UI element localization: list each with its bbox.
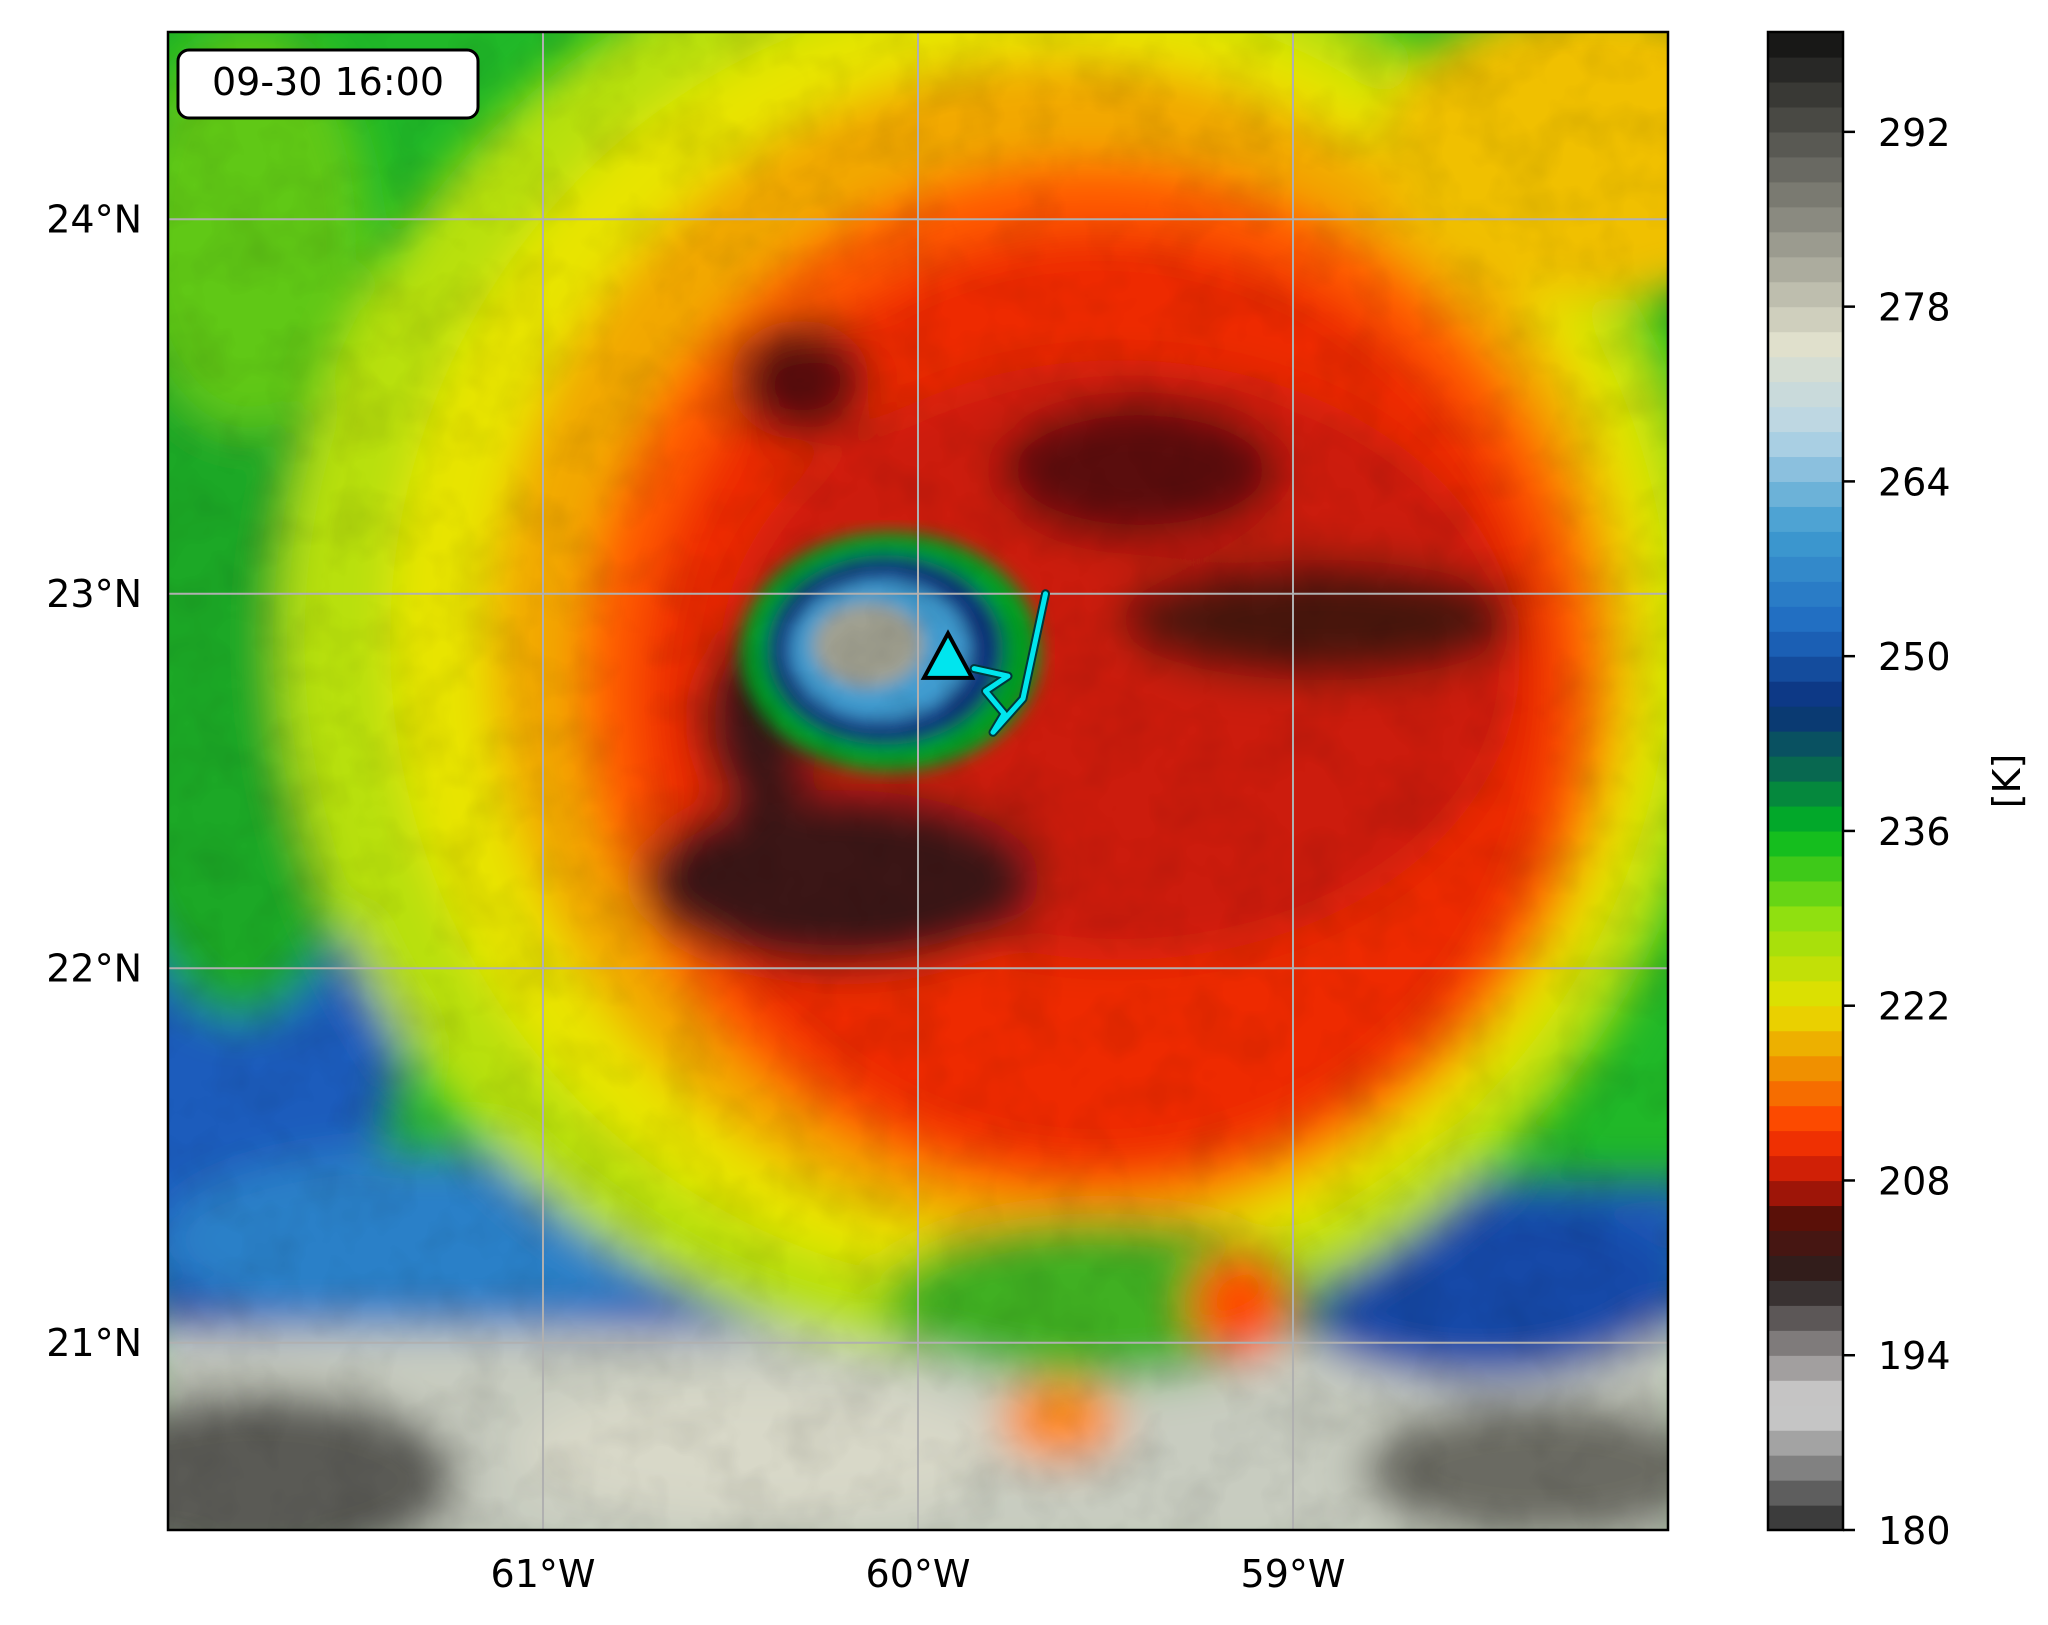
colorbar-band xyxy=(1768,481,1843,507)
colorbar-band xyxy=(1768,456,1843,482)
colorbar-band xyxy=(1768,531,1843,557)
lat-tick-label: 22°N xyxy=(46,946,142,990)
colorbar-band xyxy=(1768,1105,1843,1132)
lat-tick-label: 24°N xyxy=(46,197,142,241)
colorbar-band xyxy=(1768,156,1843,183)
colorbar-band xyxy=(1768,331,1843,358)
longitude-ticks: 61°W 60°W 59°W xyxy=(491,1552,1346,1596)
colorbar-tick-label: 236 xyxy=(1878,810,1951,854)
colorbar-tick-label: 292 xyxy=(1878,111,1951,155)
timestamp-box: 09-30 16:00 xyxy=(176,48,480,120)
colorbar-frame xyxy=(1766,30,1845,1532)
colorbar-band xyxy=(1768,256,1843,283)
colorbar-band xyxy=(1768,1180,1843,1207)
colorbar-band xyxy=(1768,1280,1843,1306)
colorbar-band xyxy=(1768,930,1843,957)
colorbar-band xyxy=(1768,1130,1843,1157)
colorbar-band xyxy=(1768,1155,1843,1182)
storm-center-marker xyxy=(920,629,976,680)
colorbar-band xyxy=(1768,781,1843,807)
colorbar-band xyxy=(1768,1455,1843,1481)
colorbar-band xyxy=(1768,231,1843,258)
colorbar: 180 194 208 222 236 250 264 278 292 [K] xyxy=(1766,30,2029,1553)
colorbar-band xyxy=(1768,431,1843,458)
lon-tick-label: 60°W xyxy=(866,1552,971,1596)
colorbar-band xyxy=(1768,1080,1843,1107)
colorbar-tick-label: 250 xyxy=(1878,635,1951,679)
colorbar-band xyxy=(1768,905,1843,932)
colorbar-band xyxy=(1768,1355,1843,1381)
colorbar-band xyxy=(1768,32,1843,58)
colorbar-band xyxy=(1768,281,1843,308)
colorbar-band xyxy=(1768,581,1843,607)
colorbar-band xyxy=(1768,1305,1843,1331)
colorbar-band xyxy=(1768,855,1843,882)
track-line xyxy=(971,591,1048,735)
colorbar-band xyxy=(1768,556,1843,582)
colorbar-tick-label: 264 xyxy=(1878,460,1951,504)
colorbar-bands xyxy=(1768,32,1843,1531)
colorbar-band xyxy=(1768,406,1843,433)
brightness-temperature-field xyxy=(168,32,1668,1530)
colorbar-band xyxy=(1768,1480,1843,1506)
colorbar-tick-label: 222 xyxy=(1878,985,1951,1029)
colorbar-band xyxy=(1768,1055,1843,1082)
colorbar-label: [K] xyxy=(1985,754,2029,809)
colorbar-band xyxy=(1768,1030,1843,1057)
colorbar-band xyxy=(1768,306,1843,333)
lon-tick-label: 61°W xyxy=(491,1552,596,1596)
colorbar-band xyxy=(1768,206,1843,233)
colorbar-band xyxy=(1768,1205,1843,1231)
colorbar-band xyxy=(1768,356,1843,383)
colorbar-band xyxy=(1768,706,1843,732)
colorbar-band xyxy=(1768,830,1843,857)
colorbar-tick-label: 278 xyxy=(1878,286,1951,330)
colorbar-band xyxy=(1768,1230,1843,1256)
colorbar-band xyxy=(1768,681,1843,707)
colorbar-band xyxy=(1768,106,1843,133)
colorbar-band xyxy=(1768,731,1843,757)
map-frame xyxy=(166,30,1670,1532)
colorbar-ticks: 180 194 208 222 236 250 264 278 292 xyxy=(1843,111,1951,1553)
storm-track xyxy=(969,589,1050,737)
lat-tick-label: 21°N xyxy=(46,1321,142,1365)
storm-center-triangle xyxy=(920,629,976,680)
colorbar-band xyxy=(1768,1330,1843,1356)
colorbar-band xyxy=(1768,756,1843,782)
latitude-ticks: 24°N 23°N 22°N 21°N xyxy=(46,197,142,1365)
colorbar-band xyxy=(1768,1380,1843,1406)
timestamp-label: 09-30 16:00 xyxy=(212,60,444,104)
colorbar-band xyxy=(1768,631,1843,657)
gridlines xyxy=(168,32,1668,1530)
colorbar-band xyxy=(1768,1255,1843,1281)
colorbar-band xyxy=(1768,81,1843,108)
colorbar-band xyxy=(1768,880,1843,907)
colorbar-band xyxy=(1768,506,1843,532)
lat-tick-label: 23°N xyxy=(46,572,142,616)
colorbar-band xyxy=(1768,805,1843,832)
colorbar-band xyxy=(1768,606,1843,632)
colorbar-tick-label: 180 xyxy=(1878,1509,1951,1553)
colorbar-band xyxy=(1768,980,1843,1007)
colorbar-band xyxy=(1768,1505,1843,1531)
colorbar-band xyxy=(1768,181,1843,208)
colorbar-band xyxy=(1768,56,1843,83)
colorbar-band xyxy=(1768,131,1843,158)
colorbar-band xyxy=(1768,656,1843,682)
colorbar-band xyxy=(1768,1005,1843,1032)
colorbar-tick-label: 194 xyxy=(1878,1334,1951,1378)
colorbar-band xyxy=(1768,1405,1843,1431)
colorbar-band xyxy=(1768,955,1843,982)
colorbar-band xyxy=(1768,1430,1843,1456)
colorbar-tick-label: 208 xyxy=(1878,1159,1951,1203)
map-panel: 24°N 23°N 22°N 21°N 61°W 60°W 59°W 09-30 16:0… xyxy=(46,30,1670,1596)
lon-tick-label: 59°W xyxy=(1241,1552,1346,1596)
colorbar-band xyxy=(1768,381,1843,408)
